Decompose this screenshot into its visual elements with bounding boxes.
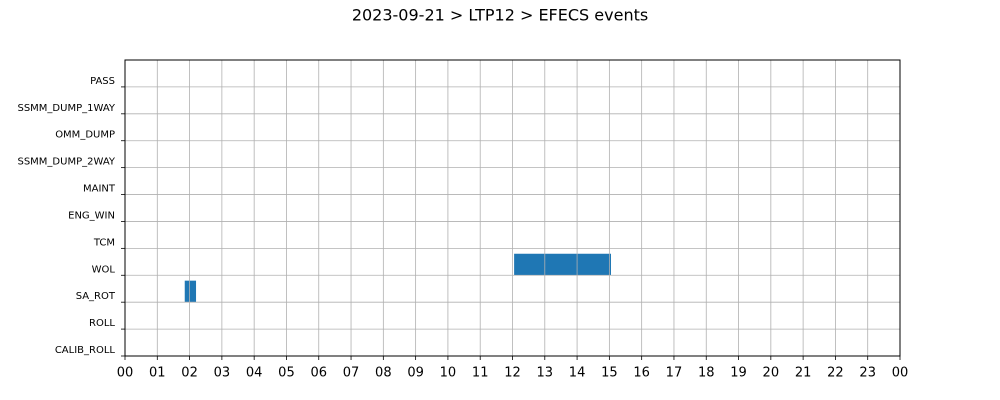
x-tick-label: 09 [407, 366, 424, 381]
y-tick-label: MAINT [83, 184, 116, 195]
y-tick-label: ENG_WIN [68, 210, 115, 221]
y-tick-label: WOL [92, 264, 116, 275]
x-tick-label: 10 [440, 366, 457, 381]
x-tick-label: 14 [569, 366, 586, 381]
x-tick-label: 21 [795, 366, 812, 381]
x-tick-label: 04 [246, 366, 263, 381]
y-tick-label: SA_ROT [76, 291, 116, 302]
x-tick-label: 15 [601, 366, 618, 381]
x-tick-label: 16 [633, 366, 650, 381]
x-tick-label: 03 [214, 366, 231, 381]
y-tick-label: OMM_DUMP [55, 130, 115, 141]
x-tick-label: 06 [310, 366, 327, 381]
x-tick-label: 13 [537, 366, 554, 381]
y-tick-label: TCM [93, 237, 115, 248]
x-tick-label: 22 [827, 366, 844, 381]
y-tick-label: CALIB_ROLL [55, 345, 116, 356]
x-tick-label: 07 [343, 366, 360, 381]
event-bar [514, 253, 611, 276]
y-tick-label: SSMM_DUMP_2WAY [17, 157, 115, 168]
y-tick-label: ROLL [89, 318, 115, 329]
x-tick-label: 19 [730, 366, 747, 381]
event-bar [184, 280, 197, 303]
x-tick-label: 23 [859, 366, 876, 381]
x-tick-label: 01 [149, 366, 166, 381]
x-tick-label: 18 [698, 366, 715, 381]
y-tick-label: PASS [90, 76, 115, 87]
x-tick-label: 08 [375, 366, 392, 381]
x-tick-label: 00 [117, 366, 134, 381]
x-tick-label: 05 [278, 366, 295, 381]
x-tick-label: 02 [181, 366, 198, 381]
x-tick-label: 00 [892, 366, 909, 381]
x-tick-label: 12 [504, 366, 521, 381]
x-tick-label: 17 [666, 366, 683, 381]
y-tick-label: SSMM_DUMP_1WAY [17, 103, 115, 114]
x-tick-label: 11 [472, 366, 489, 381]
chart-title: 2023-09-21 > LTP12 > EFECS events [352, 6, 648, 25]
x-tick-label: 20 [763, 366, 780, 381]
plot-frame [124, 59, 901, 357]
